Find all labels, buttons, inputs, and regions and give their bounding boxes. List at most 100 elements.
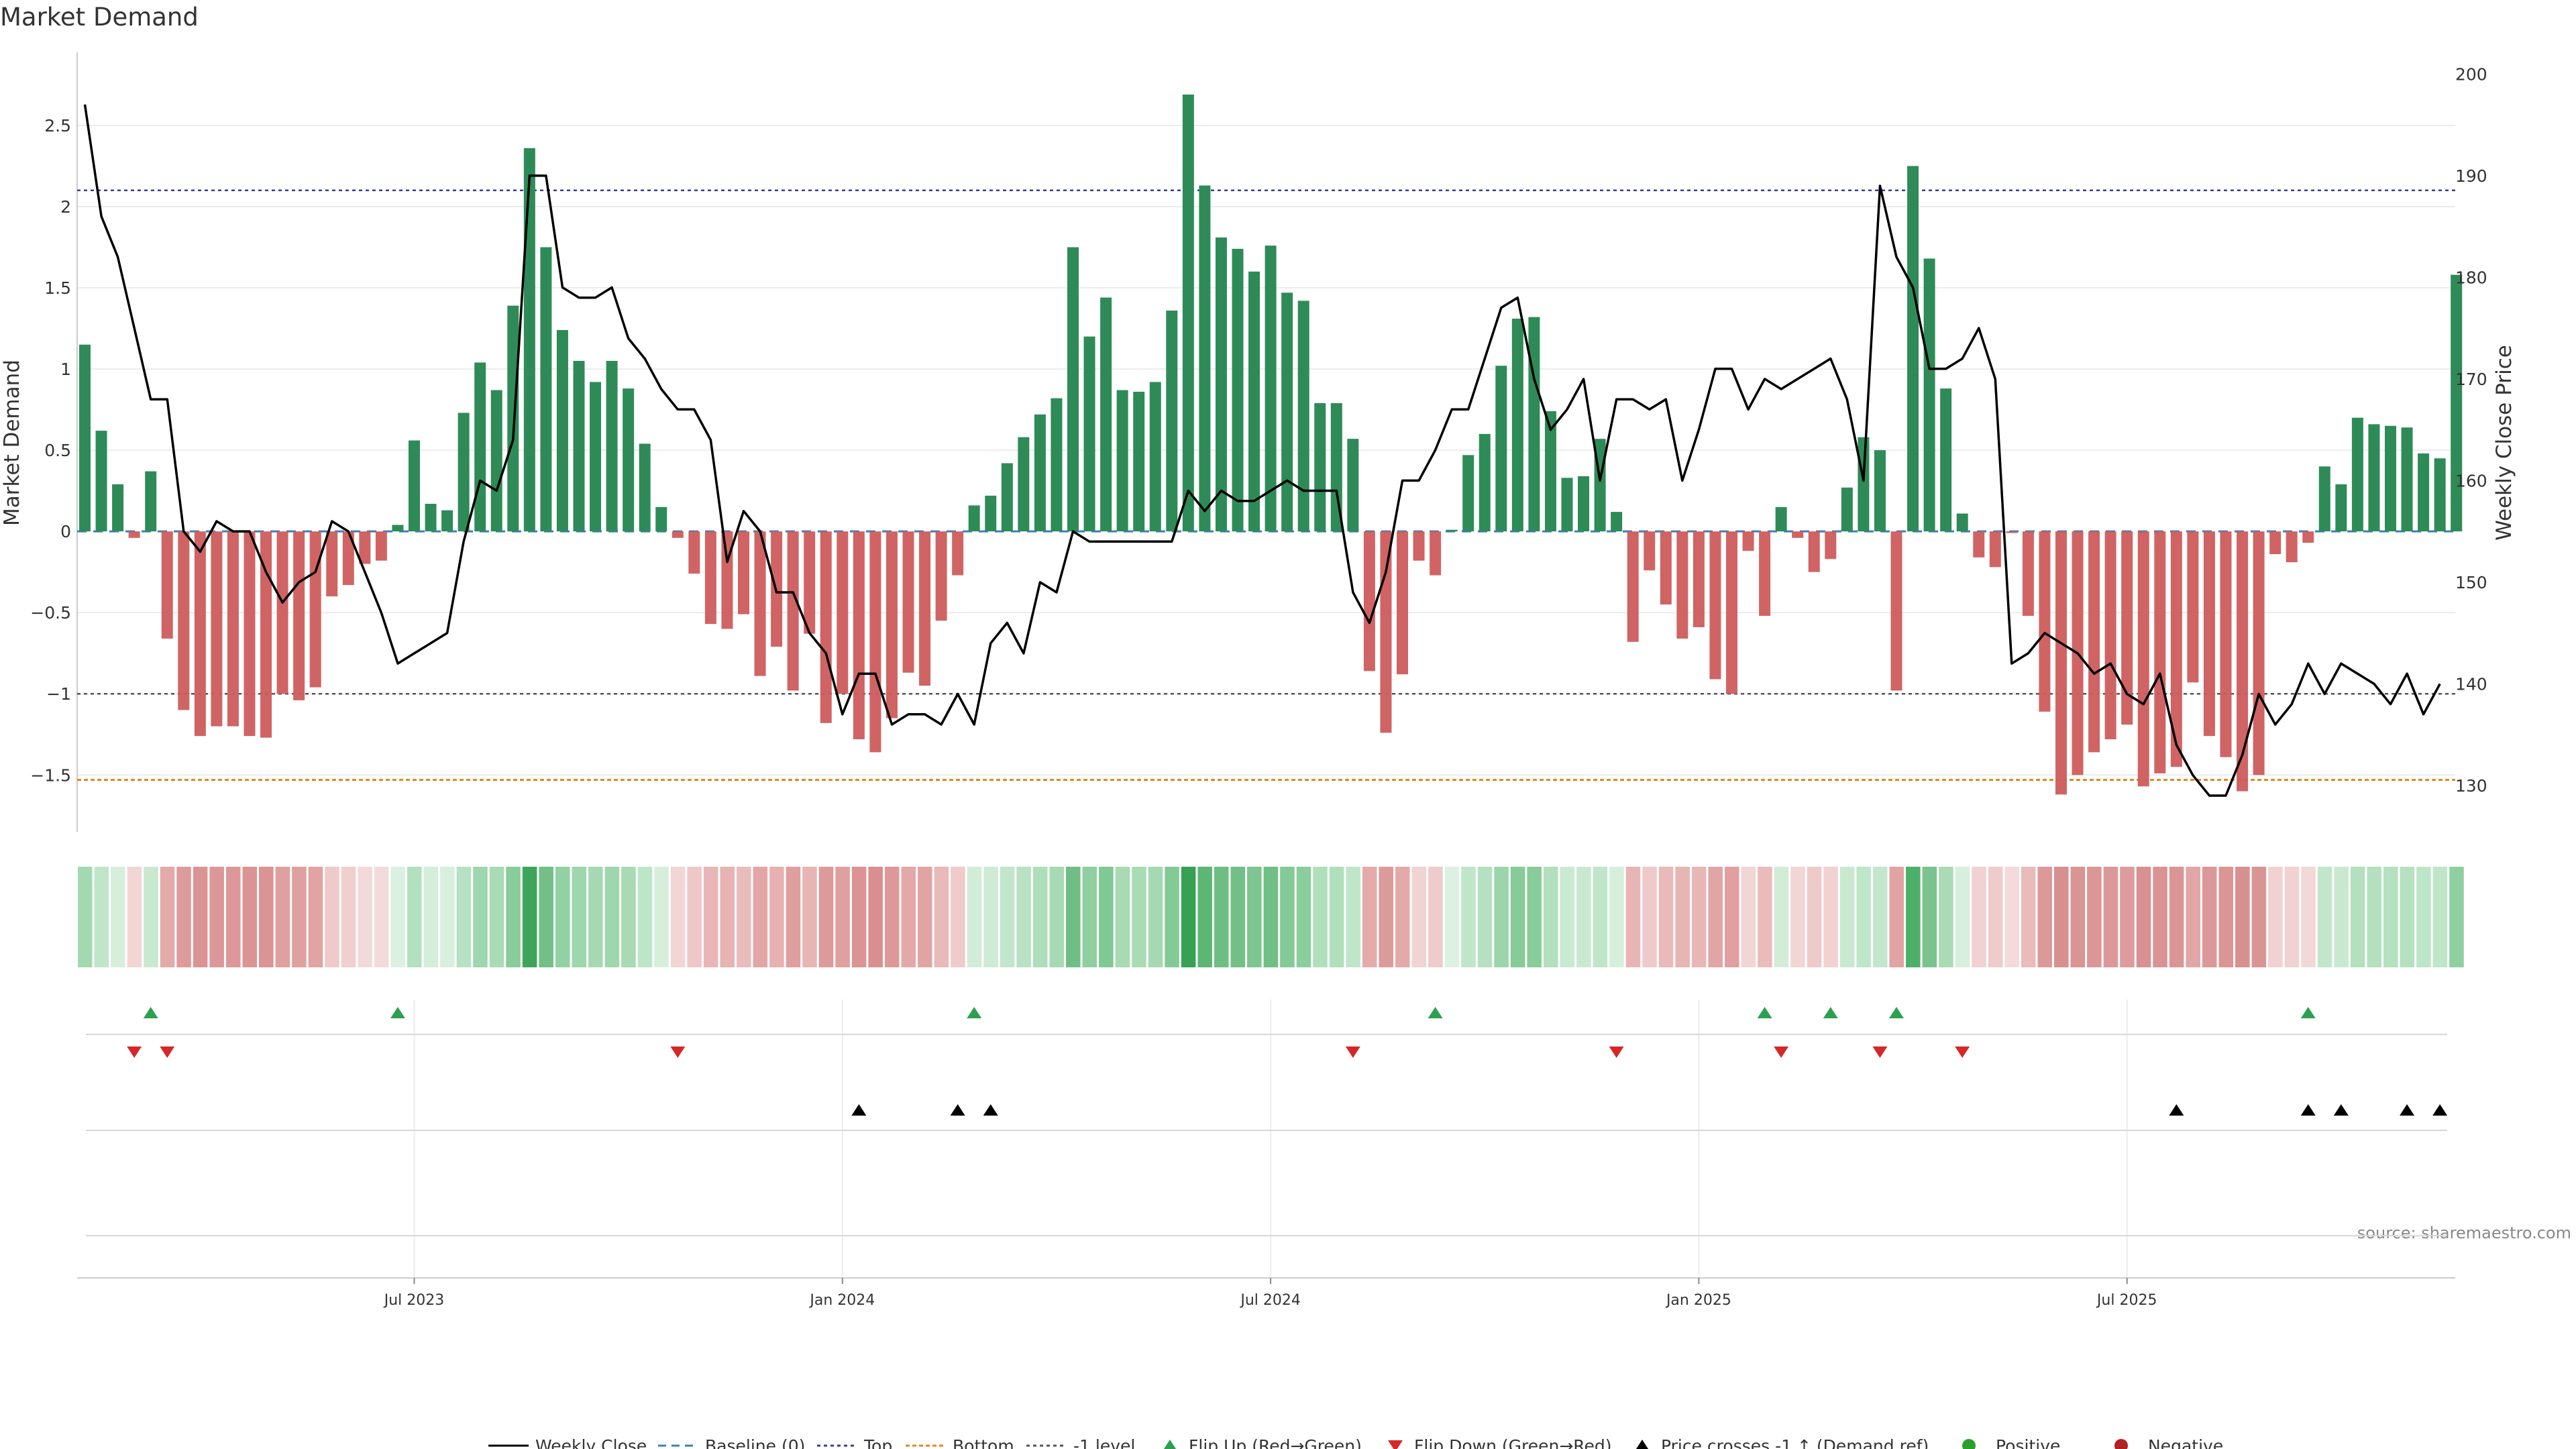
heat-cell <box>604 867 620 967</box>
demand-bar <box>2351 417 2363 532</box>
x-tick-label: Jan 2025 <box>1665 1292 1731 1309</box>
heat-cell <box>851 867 867 967</box>
demand-bar <box>2318 466 2330 532</box>
legend-label: Flip Down (Green→Red) <box>1414 1436 1612 1449</box>
heat-cell <box>786 867 801 967</box>
heat-cell <box>1362 867 1377 967</box>
heat-cell <box>489 867 504 967</box>
y-tick-left: 1 <box>60 360 71 379</box>
flip-up-marker <box>1428 1007 1443 1018</box>
weekly-close-line <box>83 104 2441 797</box>
demand-bar <box>2335 484 2347 532</box>
demand-bar <box>1149 382 1161 532</box>
heat-cell <box>1807 867 1822 967</box>
demand-bar <box>1561 478 1573 532</box>
demand-bar <box>2269 531 2282 555</box>
price-cross-marker <box>2333 1104 2349 1116</box>
price-cross-marker <box>2300 1104 2316 1116</box>
flip-down-marker <box>1955 1046 1970 1058</box>
heat-cell <box>1872 867 1888 967</box>
demand-bar <box>1199 185 1211 532</box>
demand-bar <box>1430 531 1442 576</box>
heat-cell <box>1988 867 2003 967</box>
flip-down-marker <box>670 1046 686 1058</box>
heat-cell <box>2004 867 2019 967</box>
demand-bar <box>1397 531 1408 675</box>
demand-bar <box>227 531 239 727</box>
demand-bar <box>2022 531 2034 616</box>
demand-bar <box>112 484 124 532</box>
heat-cell <box>1922 867 1937 967</box>
demand-bar <box>1067 247 1079 532</box>
demand-bar <box>853 531 865 740</box>
heat-cell <box>2432 867 2448 967</box>
demand-bar <box>1051 398 1063 532</box>
heat-cell <box>1510 867 1525 967</box>
demand-bar <box>1874 450 1886 532</box>
demand-bar <box>885 531 898 718</box>
demand-bar <box>1265 246 1277 532</box>
demand-bar <box>787 531 799 691</box>
heat-cell <box>308 867 323 967</box>
heat-cell <box>1148 867 1163 967</box>
demand-bar <box>1611 512 1623 532</box>
demand-bar <box>309 531 321 688</box>
demand-bar <box>754 531 766 676</box>
heat-cell <box>423 867 439 967</box>
heat-cell <box>934 867 949 967</box>
heat-cell <box>2416 867 2431 967</box>
y-tick-left: 2 <box>60 197 71 217</box>
demand-bar <box>1825 531 1837 559</box>
demand-bar <box>1232 248 1244 532</box>
y-tick-right: 180 <box>2455 268 2487 287</box>
heat-cell <box>2400 867 2415 967</box>
heat-cell <box>144 867 158 967</box>
y-tick-right: 200 <box>2455 64 2487 84</box>
heat-cell <box>1560 867 1575 967</box>
flip-down-marker <box>160 1046 175 1058</box>
heat-cell <box>1066 867 1081 967</box>
heat-cell <box>325 867 339 967</box>
heat-cell <box>1214 867 1229 967</box>
heat-cell <box>901 867 916 967</box>
heat-cell <box>1016 867 1031 967</box>
y-tick-right: 190 <box>2455 166 2487 186</box>
legend-label: Positive <box>1996 1436 2060 1449</box>
y-axis-right-label: Weekly Close Price <box>2492 345 2516 541</box>
demand-bar <box>1923 258 1935 532</box>
y-tick-right: 160 <box>2455 471 2487 490</box>
demand-bar <box>2154 531 2166 773</box>
heat-cell <box>1280 867 1295 967</box>
x-tick-label: Jan 2024 <box>808 1292 875 1309</box>
demand-bar <box>2286 531 2298 563</box>
heat-cell <box>1032 867 1048 967</box>
y-tick-left: 0 <box>60 522 71 541</box>
demand-bar <box>738 531 749 614</box>
legend-label: Bottom <box>953 1436 1014 1449</box>
demand-bar <box>540 247 552 532</box>
heat-cell <box>292 867 307 967</box>
demand-bar <box>2451 274 2463 532</box>
demand-bar <box>2368 424 2380 532</box>
y-tick-left: 0.5 <box>44 441 71 460</box>
demand-bar <box>1742 531 1754 551</box>
heat-cell <box>670 867 686 967</box>
demand-bar <box>820 531 832 723</box>
heat-cell <box>2103 867 2118 967</box>
y-tick-left: −1 <box>46 684 71 704</box>
heat-cell <box>687 867 702 967</box>
heat-cell <box>2334 867 2349 967</box>
y-tick-left: −1.5 <box>30 765 71 785</box>
heat-cell <box>539 867 553 967</box>
legend-item-positive: Positive <box>1962 1436 2060 1449</box>
y-axis-left-label: Market Demand <box>0 360 24 526</box>
demand-bar <box>194 531 206 737</box>
heat-cell <box>440 867 455 967</box>
heat-cell <box>2235 867 2250 967</box>
legend-item-bottom: Bottom <box>906 1436 1014 1449</box>
flip-up-marker <box>1889 1007 1904 1018</box>
demand-bar <box>359 531 371 564</box>
demand-bar <box>276 531 288 694</box>
heat-cell <box>78 867 93 967</box>
signal-panels <box>86 1007 2448 1236</box>
